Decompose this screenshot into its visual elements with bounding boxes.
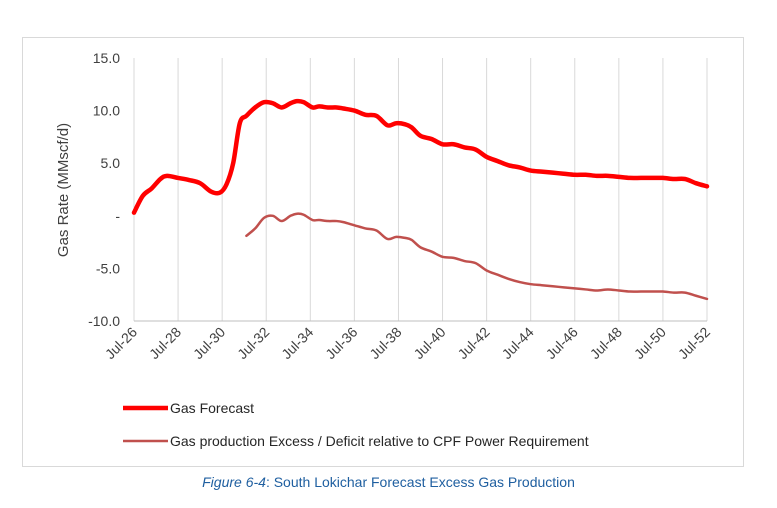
figure-title: : South Lokichar Forecast Excess Gas Pro… <box>265 474 575 490</box>
x-tick-label: Jul-52 <box>675 324 713 362</box>
x-tick-label: Jul-36 <box>322 324 360 362</box>
x-tick-label: Jul-44 <box>499 324 537 362</box>
y-tick-label: - <box>115 208 120 224</box>
series-line-excess-deficit <box>245 212 709 301</box>
x-tick-label: Jul-34 <box>278 324 316 362</box>
x-tick-label: Jul-28 <box>146 324 184 362</box>
x-tick-label: Jul-26 <box>102 324 140 362</box>
y-tick-label: -10.0 <box>88 313 120 329</box>
x-tick-label: Jul-48 <box>587 324 625 362</box>
x-tick-label: Jul-32 <box>234 324 272 362</box>
x-tick-label: Jul-40 <box>410 324 448 362</box>
chart-frame <box>22 37 744 467</box>
x-tick-label: Jul-38 <box>366 324 404 362</box>
y-tick-label: -5.0 <box>96 260 120 276</box>
chart: Jul-26 Jul-28 Jul-30 Jul-32 Jul-34 Jul-36 Jul-… <box>55 50 713 449</box>
y-tick-label: 15.0 <box>93 50 120 66</box>
x-tick-label: Jul-50 <box>631 324 669 362</box>
legend-label-gas-forecast: Gas Forecast <box>170 400 254 416</box>
figure-caption: Figure 6-4: South Lokichar Forecast Exce… <box>0 474 777 490</box>
x-tick-label: Jul-46 <box>543 324 581 362</box>
series-line-gas-forecast <box>131 98 710 215</box>
x-tick-label: Jul-42 <box>454 324 492 362</box>
y-axis-label: Gas Rate (MMscf/d) <box>55 123 72 257</box>
legend-label-excess-deficit: Gas production Excess / Deficit relative… <box>170 433 589 449</box>
series-layer <box>131 98 710 301</box>
y-tick-label: 5.0 <box>101 155 121 171</box>
x-tick-label: Jul-30 <box>190 324 228 362</box>
legend: Gas Forecast Gas production Excess / Def… <box>123 400 589 449</box>
y-tick-label: 10.0 <box>93 103 120 119</box>
grid-layer <box>133 58 708 321</box>
axis-layer: Jul-26 Jul-28 Jul-30 Jul-32 Jul-34 Jul-36 Jul-… <box>88 50 713 362</box>
figure-number: Figure 6-4 <box>202 474 266 490</box>
